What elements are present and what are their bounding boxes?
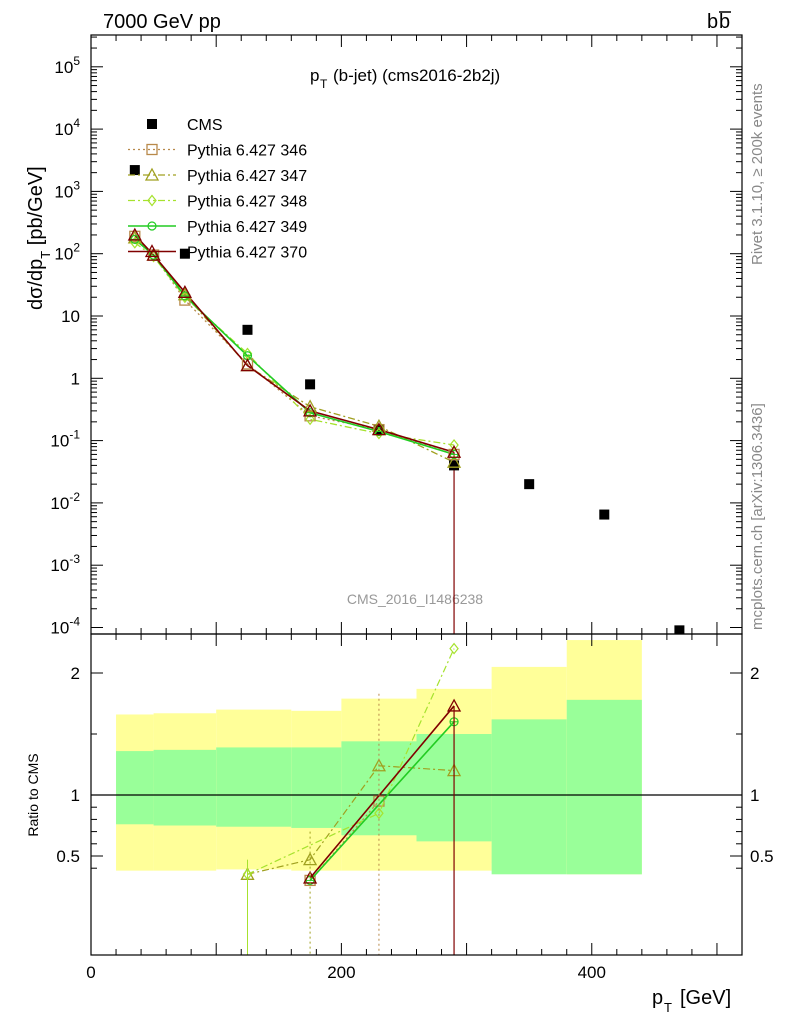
series-line [134, 234, 455, 454]
pythia-point [130, 236, 140, 249]
cms-point [179, 248, 190, 259]
cms-point [599, 509, 610, 520]
mcplots-label: mcplots.cern.ch [arXiv:1306.3436] [749, 403, 766, 630]
legend-marker [144, 167, 160, 181]
title-pt: p [310, 66, 319, 85]
cms-point [449, 460, 460, 471]
ratio-y-tick-label: 1 [71, 786, 80, 805]
ratio-point [374, 807, 384, 820]
cms-point [305, 379, 316, 390]
header-anti-b-quark: b [719, 11, 730, 33]
cms-point [674, 625, 685, 634]
pythia-point [446, 444, 462, 458]
legend-marker [147, 194, 157, 207]
band-green [116, 751, 154, 825]
ratio-y-tick-label-right: 0.5 [750, 847, 774, 866]
main-y-tick-label: 1 [71, 369, 80, 388]
x-label-unit: [GeV] [680, 987, 731, 1009]
series-line [134, 238, 455, 456]
ratio-series [240, 642, 462, 955]
pythia-point [446, 454, 462, 468]
legend-marker [146, 143, 158, 156]
main-y-tick-label: 10-3 [50, 552, 80, 575]
ratio-y-tick-label: 2 [71, 664, 80, 683]
series-line [134, 242, 455, 446]
ratio-ticks: 0.5 0.5 1 1 2 2 0 200 400 [56, 634, 774, 982]
band-green [216, 747, 292, 827]
ratio-y-tick-label-right: 1 [750, 786, 759, 805]
ratio-line [247, 765, 455, 875]
main-y-tick-label: 103 [54, 178, 80, 201]
legend-marker [147, 119, 157, 129]
x-label-p: p [652, 987, 663, 1009]
main-y-tick-label: 10-1 [50, 428, 80, 451]
watermark: CMS_2016_I1486238 [347, 591, 483, 607]
main-y-axis-label: dσ/dpT [pb/GeV] [25, 166, 53, 310]
title-rest: (b-jet) (cms2016-2b2j) [333, 66, 500, 85]
main-y-tick-label: 102 [54, 241, 80, 264]
pythia-point [305, 413, 315, 426]
legend-label: Pythia 6.427 370 [187, 245, 307, 262]
ratio-bands [116, 640, 642, 875]
ratio-panel: 0.5 0.5 1 1 2 2 0 200 400 [56, 633, 774, 982]
legend-label: CMS [187, 117, 223, 134]
x-tick-label: 200 [327, 963, 355, 982]
ratio-point [449, 642, 459, 655]
series-line [134, 237, 455, 463]
main-y-tick-label: 104 [54, 116, 80, 139]
cms-point [242, 324, 253, 335]
legend-marker [147, 221, 157, 231]
pythia-point [302, 403, 318, 417]
band-green [291, 747, 342, 828]
panel-title: p T (b-jet) (cms2016-2b2j) [310, 66, 500, 91]
main-series [127, 165, 685, 634]
x-label-sub: T [664, 1000, 672, 1015]
pythia-point [127, 227, 142, 241]
pythia-point [240, 358, 255, 372]
legend-label: Pythia 6.427 347 [187, 168, 307, 185]
series-line [134, 235, 455, 456]
cms-point [524, 479, 535, 490]
main-y-label: dσ/dpT [pb/GeV] [25, 166, 53, 310]
pythia-point [180, 291, 190, 301]
legend-label: Pythia 6.427 349 [187, 219, 307, 236]
main-y-tick-label: 10-4 [50, 615, 80, 638]
header-final-state: b b [707, 11, 731, 33]
title-pt-subscript: T [320, 77, 328, 91]
ratio-line [309, 721, 455, 881]
header-process: 7000 GeV pp [103, 11, 221, 33]
cms-point [373, 424, 384, 435]
band-green [491, 719, 567, 875]
main-y-tick-label: 10-2 [50, 490, 80, 513]
legend-marker [144, 244, 160, 258]
legend: CMS Pythia 6.427 346 Pythia 6.427 347 Pythi… [128, 117, 307, 262]
pythia-point [371, 422, 387, 436]
pythia-point [302, 399, 318, 413]
x-tick-label: 0 [86, 963, 95, 982]
ratio-line [247, 648, 455, 875]
band-green [566, 699, 642, 875]
ratio-y-tick-label-right: 2 [750, 664, 759, 683]
legend-label: Pythia 6.427 348 [187, 194, 307, 211]
main-y-tick-label: 10 [61, 307, 80, 326]
main-y-tick-label: 105 [54, 54, 80, 77]
x-axis-label: p T [GeV] [652, 987, 731, 1015]
header-b-quark: b [707, 11, 718, 33]
legend-label: Pythia 6.427 346 [187, 143, 307, 160]
ratio-y-tick-label: 0.5 [56, 847, 80, 866]
ratio-point [302, 852, 318, 866]
cms-point [129, 165, 140, 176]
main-panel: 10-4 10-3 10-2 10-1 1 10 102 103 104 105 CMS_2016… [50, 34, 743, 638]
pythia-point [177, 284, 192, 298]
x-tick-label: 400 [578, 963, 606, 982]
rivet-label: Rivet 3.1.10, ≥ 200k events [749, 83, 766, 265]
ratio-y-label: Ratio to CMS [25, 753, 41, 836]
band-green [153, 749, 217, 826]
ratio-line [309, 705, 455, 879]
